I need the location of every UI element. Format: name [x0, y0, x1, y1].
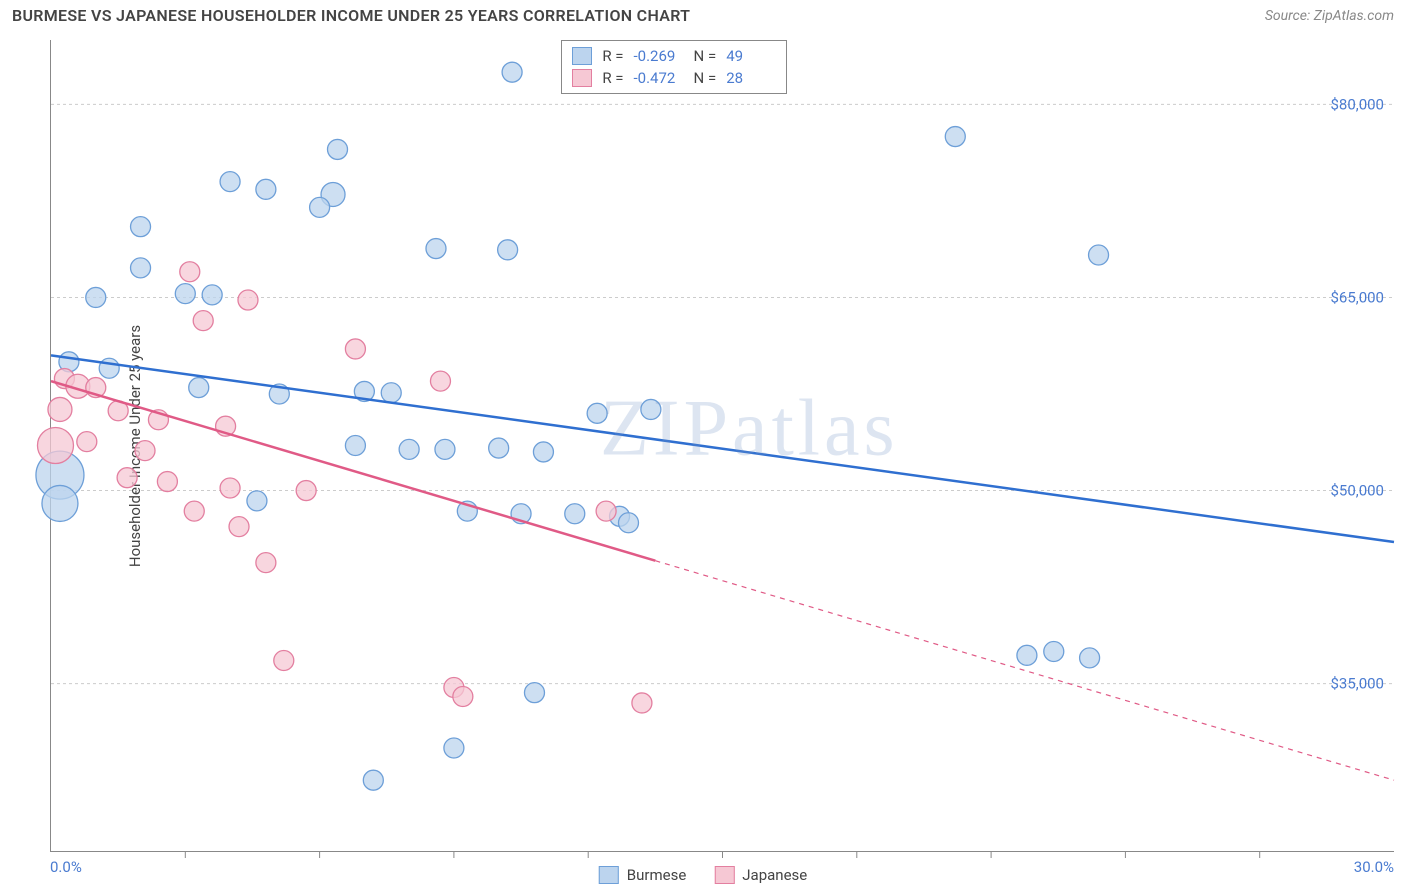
- legend-label-burmese: Burmese: [627, 866, 687, 884]
- r-label: R =: [602, 69, 623, 87]
- stats-legend: R = -0.269 N = 49 R = -0.472 N = 28: [561, 40, 787, 94]
- svg-text:$80,000: $80,000: [1330, 95, 1384, 113]
- swatch-burmese: [572, 47, 592, 65]
- n-value-burmese: 49: [726, 47, 776, 65]
- svg-text:$65,000: $65,000: [1330, 288, 1384, 306]
- chart-title: BURMESE VS JAPANESE HOUSEHOLDER INCOME U…: [12, 6, 690, 25]
- swatch-japanese: [572, 69, 592, 87]
- stats-row-burmese: R = -0.269 N = 49: [572, 45, 776, 67]
- x-max-label: 30.0%: [1354, 858, 1394, 876]
- legend-item-burmese: Burmese: [599, 866, 687, 884]
- legend-bottom: Burmese Japanese: [599, 866, 807, 884]
- svg-text:$50,000: $50,000: [1330, 482, 1384, 500]
- svg-text:$35,000: $35,000: [1330, 675, 1384, 693]
- stats-row-japanese: R = -0.472 N = 28: [572, 67, 776, 89]
- swatch-japanese: [714, 866, 734, 884]
- r-value-japanese: -0.472: [634, 69, 684, 87]
- plot-area: $35,000$50,000$65,000$80,000 ZIPatlas R …: [50, 40, 1394, 852]
- legend-item-japanese: Japanese: [714, 866, 807, 884]
- scatter-plot-svg: $35,000 $50,000 $65,000 $80,000: [51, 40, 1394, 851]
- legend-label-japanese: Japanese: [742, 866, 807, 884]
- r-label: R =: [602, 47, 623, 65]
- swatch-burmese: [599, 866, 619, 884]
- n-value-japanese: 28: [726, 69, 776, 87]
- x-min-label: 0.0%: [50, 858, 82, 876]
- n-label: N =: [694, 69, 717, 87]
- n-label: N =: [694, 47, 717, 65]
- r-value-burmese: -0.269: [634, 47, 684, 65]
- source-label: Source: ZipAtlas.com: [1265, 8, 1394, 24]
- chart-container: BURMESE VS JAPANESE HOUSEHOLDER INCOME U…: [0, 0, 1406, 892]
- header: BURMESE VS JAPANESE HOUSEHOLDER INCOME U…: [0, 0, 1406, 29]
